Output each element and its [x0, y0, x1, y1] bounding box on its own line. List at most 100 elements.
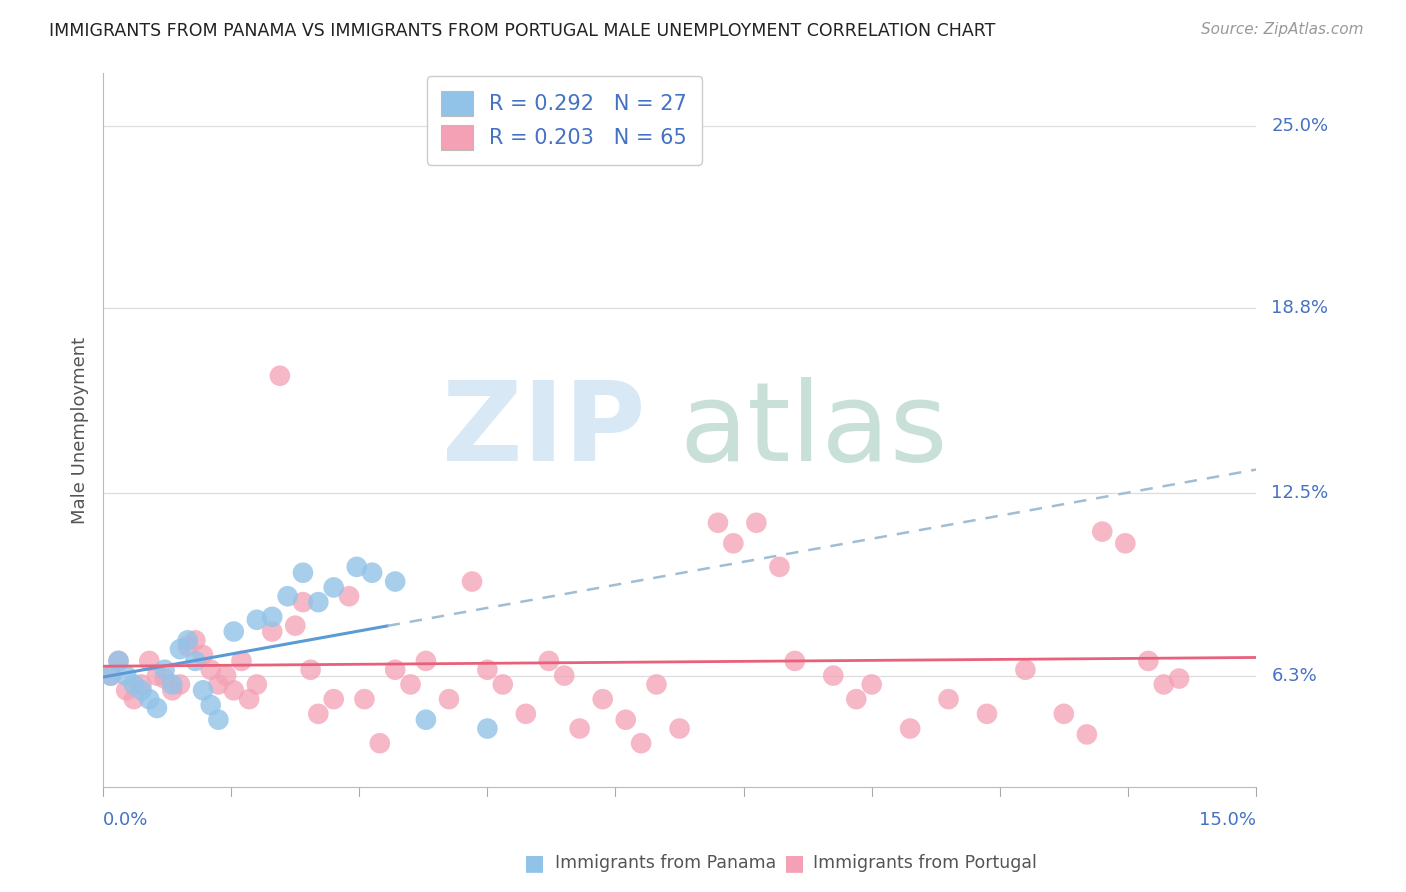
Point: [162, 683, 184, 698]
Point: [169, 677, 191, 691]
Point: [1014, 663, 1036, 677]
Point: [200, 698, 222, 712]
Point: [291, 566, 314, 580]
Point: [976, 706, 998, 721]
Point: [399, 677, 422, 691]
Point: [231, 654, 253, 668]
Point: [353, 692, 375, 706]
Point: [153, 672, 176, 686]
Point: [222, 683, 245, 698]
Text: atlas: atlas: [679, 376, 948, 483]
Point: [200, 663, 222, 677]
Point: [415, 654, 437, 668]
Point: [107, 654, 129, 668]
Point: [100, 668, 122, 682]
Point: [614, 713, 637, 727]
Point: [184, 633, 207, 648]
Text: Immigrants from Portugal: Immigrants from Portugal: [813, 855, 1036, 872]
Point: [131, 677, 153, 691]
Point: [191, 648, 214, 662]
Point: [845, 692, 868, 706]
Point: [477, 722, 499, 736]
Point: [246, 613, 269, 627]
Point: [207, 677, 229, 691]
Point: [262, 610, 284, 624]
Point: [537, 654, 560, 668]
Point: [823, 668, 845, 682]
Point: [384, 663, 406, 677]
Point: [768, 559, 790, 574]
Point: [461, 574, 484, 589]
Point: [115, 683, 138, 698]
Point: [322, 581, 344, 595]
Point: [146, 668, 169, 682]
Point: [100, 668, 122, 682]
Point: [707, 516, 730, 530]
Point: [299, 663, 322, 677]
Point: [723, 536, 745, 550]
Point: [107, 654, 129, 668]
Text: 18.8%: 18.8%: [1271, 299, 1329, 318]
Point: [1137, 654, 1160, 668]
Text: Source: ZipAtlas.com: Source: ZipAtlas.com: [1201, 22, 1364, 37]
Point: [1076, 727, 1098, 741]
Point: [138, 654, 160, 668]
Point: [176, 639, 198, 653]
Point: [176, 633, 198, 648]
Point: [938, 692, 960, 706]
Point: [437, 692, 460, 706]
Point: [361, 566, 384, 580]
Point: [291, 595, 314, 609]
Text: ■: ■: [785, 854, 804, 873]
Point: [191, 683, 214, 698]
Point: [477, 663, 499, 677]
Point: [898, 722, 921, 736]
Text: 12.5%: 12.5%: [1271, 484, 1329, 502]
Point: [1153, 677, 1175, 691]
Point: [492, 677, 515, 691]
Point: [138, 692, 160, 706]
Point: [284, 618, 307, 632]
Point: [238, 692, 260, 706]
Point: [1053, 706, 1076, 721]
Text: 15.0%: 15.0%: [1199, 811, 1256, 829]
Point: [222, 624, 245, 639]
Point: [184, 654, 207, 668]
Point: [246, 677, 269, 691]
Point: [860, 677, 883, 691]
Point: [122, 692, 145, 706]
Point: [630, 736, 652, 750]
Point: [384, 574, 406, 589]
Text: 25.0%: 25.0%: [1271, 117, 1329, 135]
Text: Immigrants from Panama: Immigrants from Panama: [555, 855, 776, 872]
Point: [169, 642, 191, 657]
Y-axis label: Male Unemployment: Male Unemployment: [72, 336, 89, 524]
Point: [322, 692, 344, 706]
Point: [346, 559, 368, 574]
Text: ■: ■: [524, 854, 544, 873]
Point: [592, 692, 614, 706]
Point: [269, 368, 291, 383]
Point: [1168, 672, 1191, 686]
Point: [568, 722, 591, 736]
Point: [146, 701, 169, 715]
Point: [515, 706, 537, 721]
Point: [1091, 524, 1114, 539]
Point: [162, 677, 184, 691]
Point: [153, 663, 176, 677]
Text: 0.0%: 0.0%: [103, 811, 149, 829]
Point: [553, 668, 575, 682]
Point: [783, 654, 806, 668]
Text: 6.3%: 6.3%: [1271, 666, 1317, 685]
Point: [307, 706, 329, 721]
Point: [368, 736, 391, 750]
Point: [307, 595, 329, 609]
Legend: R = 0.292   N = 27, R = 0.203   N = 65: R = 0.292 N = 27, R = 0.203 N = 65: [427, 76, 702, 165]
Point: [645, 677, 668, 691]
Point: [337, 589, 360, 603]
Point: [122, 677, 145, 691]
Text: ZIP: ZIP: [441, 376, 645, 483]
Point: [115, 668, 138, 682]
Point: [277, 589, 299, 603]
Point: [215, 668, 238, 682]
